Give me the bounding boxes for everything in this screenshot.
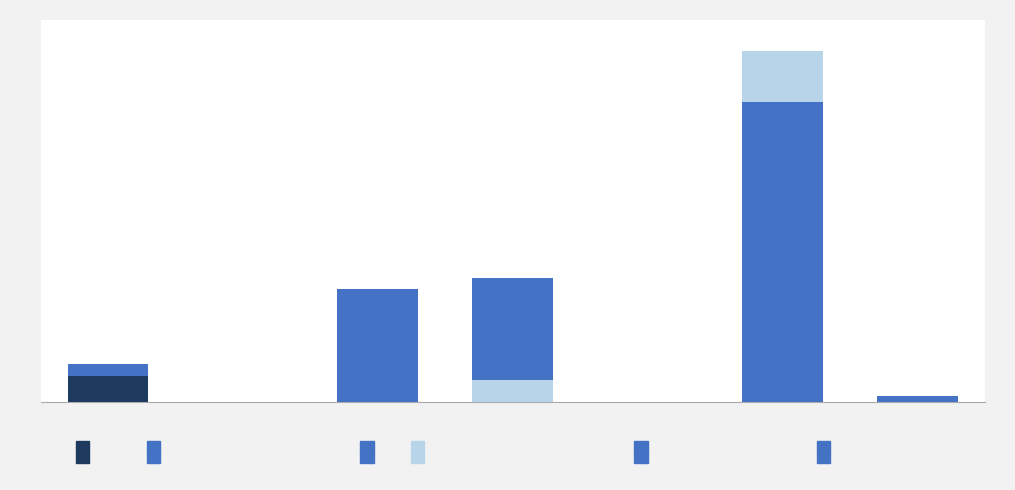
Bar: [742, 101, 823, 402]
Bar: [742, 50, 823, 101]
Bar: [877, 396, 957, 402]
Bar: [68, 364, 148, 376]
Bar: [472, 380, 553, 402]
Bar: [472, 278, 553, 380]
Bar: [68, 376, 148, 402]
Bar: [337, 289, 418, 402]
